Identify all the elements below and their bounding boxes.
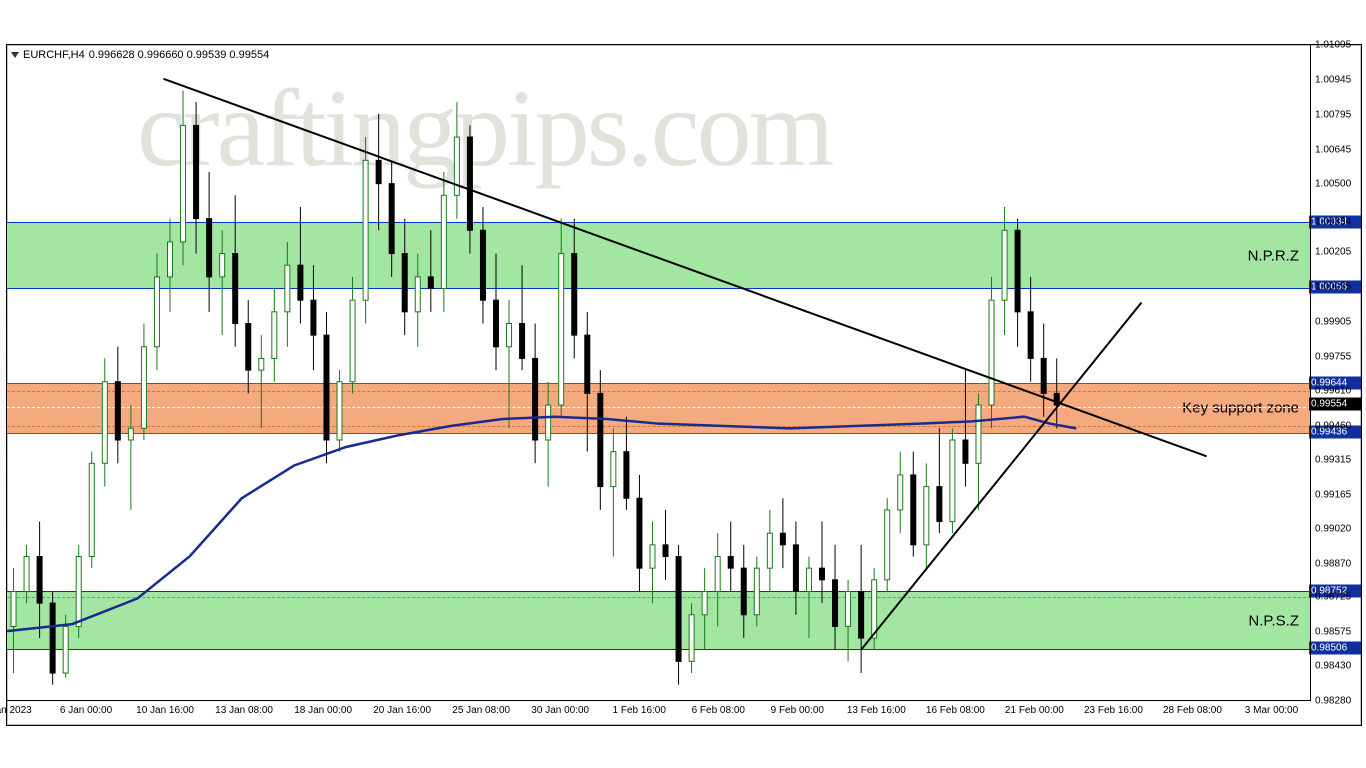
x-tick: 10 Jan 16:00	[136, 705, 194, 716]
plot-area[interactable]: craftingpips.com N.P.R.ZKey support zone…	[7, 45, 1311, 701]
y-tick: 0.99020	[1315, 523, 1351, 534]
x-tick: 9 Feb 00:00	[771, 705, 824, 716]
x-tick: 3 Mar 00:00	[1245, 705, 1298, 716]
x-tick: 6 Feb 08:00	[692, 705, 745, 716]
y-tick: 0.99165	[1315, 489, 1351, 500]
x-tick: 28 Feb 08:00	[1163, 705, 1222, 716]
y-tick: 0.99905	[1315, 317, 1351, 328]
x-axis: 3 Jan 20236 Jan 00:0010 Jan 16:0013 Jan …	[7, 700, 1311, 725]
y-tick: 0.98430	[1315, 661, 1351, 672]
x-tick: 13 Jan 08:00	[215, 705, 273, 716]
y-tick: 1.00945	[1315, 74, 1351, 85]
x-tick: 6 Jan 00:00	[60, 705, 112, 716]
y-tick: 0.99610	[1315, 386, 1351, 397]
y-tick: 0.98725	[1315, 592, 1351, 603]
x-tick: 1 Feb 16:00	[613, 705, 666, 716]
x-tick: 16 Feb 08:00	[926, 705, 985, 716]
y-tick: 0.98870	[1315, 558, 1351, 569]
y-tick: 0.99460	[1315, 421, 1351, 432]
y-tick: 0.99315	[1315, 454, 1351, 465]
x-tick: 30 Jan 00:00	[531, 705, 589, 716]
x-tick: 3 Jan 2023	[0, 705, 32, 716]
y-tick: 1.00334	[1315, 217, 1351, 228]
y-tick: 1.00795	[1315, 109, 1351, 120]
chart-svg	[7, 45, 1311, 701]
x-tick: 21 Feb 00:00	[1005, 705, 1064, 716]
x-tick: 20 Jan 16:00	[373, 705, 431, 716]
x-tick: 23 Feb 16:00	[1084, 705, 1143, 716]
y-tick: 0.99755	[1315, 352, 1351, 363]
y-tick: 1.00645	[1315, 144, 1351, 155]
y-tick: 0.98575	[1315, 627, 1351, 638]
x-tick: 13 Feb 16:00	[847, 705, 906, 716]
x-tick: 18 Jan 00:00	[294, 705, 352, 716]
y-tick: 1.00055	[1315, 282, 1351, 293]
y-tick: 1.01095	[1315, 40, 1351, 51]
x-tick: 25 Jan 08:00	[452, 705, 510, 716]
y-tick: 1.00205	[1315, 247, 1351, 258]
y-axis: 1.010951.009451.007951.006451.005001.003…	[1310, 45, 1361, 701]
y-tick: 1.00500	[1315, 178, 1351, 189]
y-tick: 0.98280	[1315, 696, 1351, 707]
chart-container[interactable]: EURCHF,H4 0.996628 0.996660 0.99539 0.99…	[6, 44, 1362, 726]
